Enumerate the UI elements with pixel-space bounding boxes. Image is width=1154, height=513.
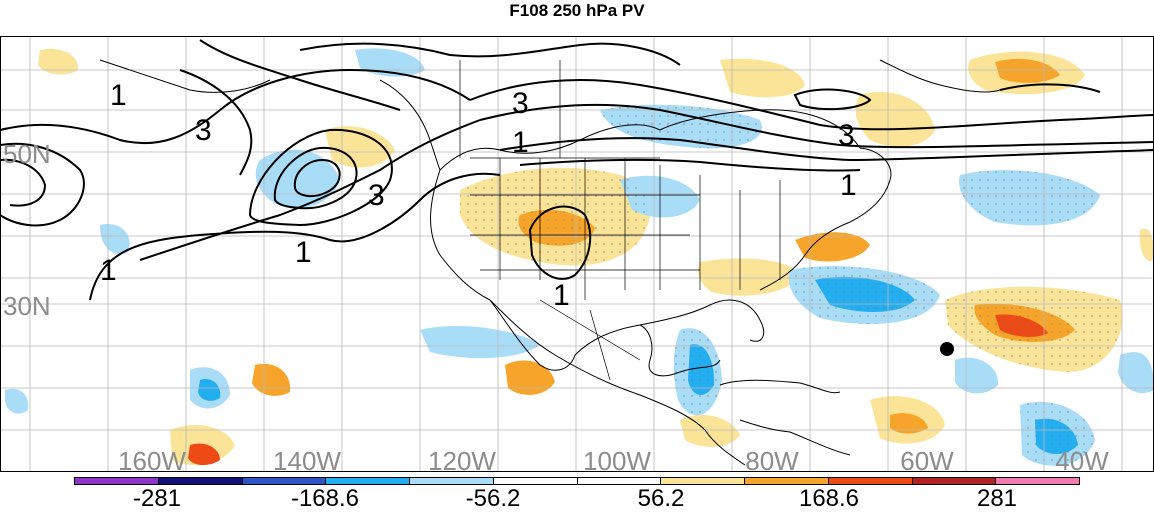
positive-anomaly-region (720, 58, 805, 98)
lon-labels: 160W 140W 120W 100W 80W 60W 40W (118, 446, 1109, 476)
colorbar-label: 56.2 (637, 485, 685, 512)
positive-anomaly-core (890, 413, 928, 434)
contour-labels: 1 3 3 1 3 1 3 1 6 1 1 (100, 79, 857, 312)
contour-label: 3 (195, 114, 212, 147)
positive-anomaly-region (680, 415, 740, 447)
map-frame-content: 1 3 3 1 3 1 3 1 6 1 1 50N 30N 160W 140W … (0, 36, 1154, 476)
positive-anomaly-region (38, 48, 79, 75)
colorbar-swatch (828, 478, 913, 484)
colorbar-swatch (661, 478, 745, 484)
lon-label: 160W (118, 446, 186, 476)
negative-anomaly-region (5, 388, 29, 414)
negative-anomaly-region (255, 149, 340, 209)
colorbar-swatch (577, 478, 662, 484)
negative-anomaly-region (100, 224, 130, 254)
positive-anomaly-region (855, 91, 935, 147)
negative-anomaly-core (198, 379, 221, 401)
colorbar-swatch (158, 478, 243, 484)
contour-label: 1 (110, 79, 127, 112)
negative-anomaly-region (420, 325, 540, 359)
colorbar-swatch (912, 478, 997, 484)
colorbar-label: 168.6 (798, 485, 860, 512)
colorbar-swatch (242, 478, 327, 484)
lon-label: 140W (273, 446, 341, 476)
lon-label: 120W (428, 446, 496, 476)
lon-label: 80W (745, 446, 799, 476)
colorbar (74, 477, 1080, 485)
lat-label: 50N (3, 139, 51, 169)
lon-label: 40W (1055, 446, 1109, 476)
contour-label: 1 (100, 254, 117, 287)
negative-anomaly-region (355, 48, 425, 77)
contour-label: 3 (512, 87, 529, 120)
lon-label: 100W (583, 446, 651, 476)
colorbar-label: -56.2 (465, 485, 521, 512)
positive-anomaly-region (505, 360, 555, 395)
positive-anomaly-region (325, 126, 395, 168)
lon-label: 60W (900, 446, 954, 476)
contour-label: 1 (553, 279, 570, 312)
colorbar-label: -168.6 (290, 485, 360, 512)
negative-anomaly-region (1118, 352, 1154, 394)
plot-title: F108 250 hPa PV (509, 1, 645, 20)
state-borders (459, 60, 781, 381)
location-marker (940, 342, 954, 356)
positive-anomaly-region (698, 258, 800, 296)
colorbar-label: 281 (976, 485, 1018, 512)
colorbar-swatch (493, 478, 578, 484)
positive-anomaly-region (795, 232, 870, 262)
colorbar-label: -281 (132, 485, 182, 512)
positive-anomaly-region (1139, 228, 1154, 261)
pv-contours (0, 39, 1154, 301)
lat-label: 30N (3, 291, 51, 321)
contour-label: 3 (838, 119, 855, 152)
contour-label: 3 (368, 179, 385, 212)
contour-label: 1 (295, 236, 312, 269)
colorbar-swatch (410, 478, 494, 484)
graticule (0, 36, 1154, 472)
positive-anomaly-core (188, 443, 220, 466)
colorbar-swatch (326, 478, 410, 484)
colorbar-swatch (75, 478, 159, 484)
contour-label: 1 (512, 126, 529, 159)
contour-label: 6 (838, 119, 855, 152)
colorbar-swatch (996, 478, 1079, 484)
colorbar-swatch (745, 478, 829, 484)
contour-label: 1 (840, 169, 857, 202)
